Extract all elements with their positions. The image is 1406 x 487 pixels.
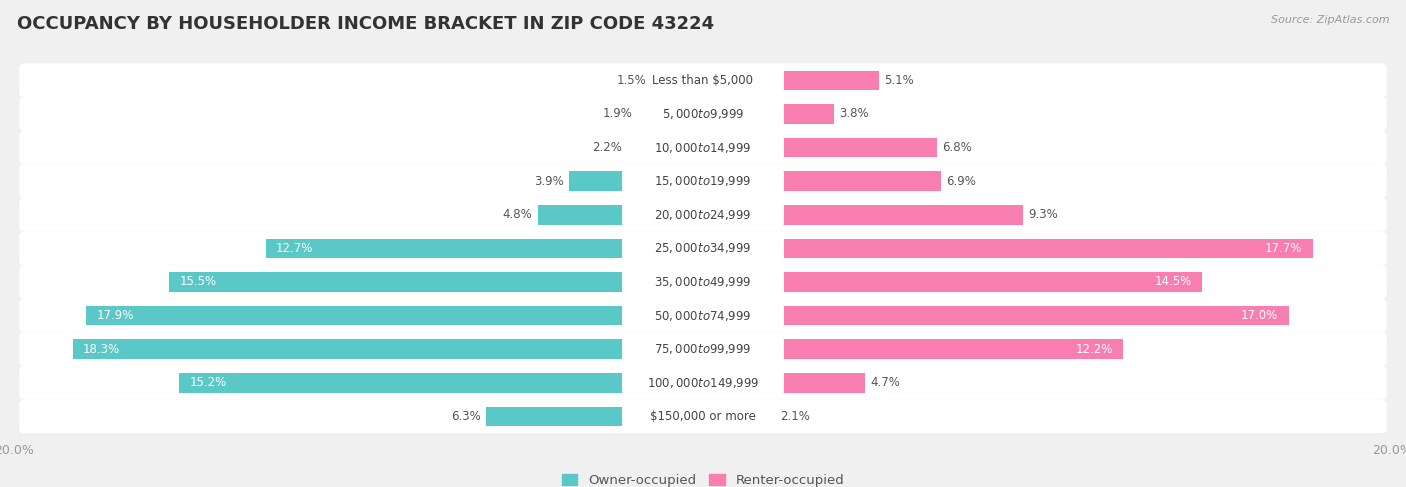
FancyBboxPatch shape	[20, 198, 1386, 231]
Text: 12.2%: 12.2%	[1076, 343, 1114, 356]
Text: $15,000 to $19,999: $15,000 to $19,999	[654, 174, 752, 188]
FancyBboxPatch shape	[621, 371, 785, 394]
Text: $10,000 to $14,999: $10,000 to $14,999	[654, 141, 752, 154]
Text: 3.9%: 3.9%	[534, 175, 564, 187]
FancyBboxPatch shape	[20, 63, 1386, 97]
Bar	[703, 239, 1313, 258]
Text: 15.5%: 15.5%	[180, 276, 217, 288]
Text: $25,000 to $34,999: $25,000 to $34,999	[654, 242, 752, 255]
FancyBboxPatch shape	[621, 237, 785, 260]
Bar	[86, 306, 703, 325]
Text: OCCUPANCY BY HOUSEHOLDER INCOME BRACKET IN ZIP CODE 43224: OCCUPANCY BY HOUSEHOLDER INCOME BRACKET …	[17, 15, 714, 33]
Bar	[703, 373, 865, 393]
Bar	[169, 272, 703, 292]
Bar	[703, 339, 1123, 359]
Bar	[180, 373, 703, 393]
Text: 4.7%: 4.7%	[870, 376, 900, 389]
Text: 2.1%: 2.1%	[780, 410, 810, 423]
FancyBboxPatch shape	[621, 304, 785, 327]
Bar	[703, 171, 941, 191]
Text: $20,000 to $24,999: $20,000 to $24,999	[654, 208, 752, 222]
Bar	[627, 138, 703, 157]
Text: 6.3%: 6.3%	[451, 410, 481, 423]
Text: 6.9%: 6.9%	[946, 175, 976, 187]
Text: 17.9%: 17.9%	[97, 309, 134, 322]
FancyBboxPatch shape	[621, 405, 785, 428]
Text: Source: ZipAtlas.com: Source: ZipAtlas.com	[1271, 15, 1389, 25]
FancyBboxPatch shape	[20, 231, 1386, 265]
Text: 17.7%: 17.7%	[1265, 242, 1302, 255]
Bar	[568, 171, 703, 191]
Bar	[703, 71, 879, 90]
Bar	[651, 71, 703, 90]
Bar	[703, 272, 1202, 292]
FancyBboxPatch shape	[20, 97, 1386, 131]
Bar	[703, 306, 1289, 325]
FancyBboxPatch shape	[20, 299, 1386, 333]
Text: 6.8%: 6.8%	[942, 141, 972, 154]
Bar	[637, 104, 703, 124]
FancyBboxPatch shape	[20, 131, 1386, 164]
Text: 9.3%: 9.3%	[1029, 208, 1059, 221]
FancyBboxPatch shape	[621, 102, 785, 126]
Text: 18.3%: 18.3%	[83, 343, 120, 356]
Bar	[703, 407, 775, 426]
FancyBboxPatch shape	[621, 270, 785, 294]
Text: $50,000 to $74,999: $50,000 to $74,999	[654, 309, 752, 322]
FancyBboxPatch shape	[20, 366, 1386, 400]
Text: 12.7%: 12.7%	[276, 242, 314, 255]
FancyBboxPatch shape	[621, 136, 785, 159]
Bar	[537, 205, 703, 225]
Text: 17.0%: 17.0%	[1241, 309, 1278, 322]
Text: $35,000 to $49,999: $35,000 to $49,999	[654, 275, 752, 289]
Text: 1.5%: 1.5%	[616, 74, 647, 87]
Text: 4.8%: 4.8%	[503, 208, 533, 221]
Text: 15.2%: 15.2%	[190, 376, 226, 389]
FancyBboxPatch shape	[621, 169, 785, 193]
FancyBboxPatch shape	[621, 69, 785, 92]
Text: 14.5%: 14.5%	[1154, 276, 1192, 288]
Text: $150,000 or more: $150,000 or more	[650, 410, 756, 423]
Bar	[703, 138, 938, 157]
FancyBboxPatch shape	[621, 337, 785, 361]
Bar	[486, 407, 703, 426]
Text: 3.8%: 3.8%	[839, 108, 869, 120]
Text: $100,000 to $149,999: $100,000 to $149,999	[647, 376, 759, 390]
Bar	[703, 104, 834, 124]
Text: $75,000 to $99,999: $75,000 to $99,999	[654, 342, 752, 356]
FancyBboxPatch shape	[20, 164, 1386, 198]
FancyBboxPatch shape	[621, 203, 785, 226]
Text: Less than $5,000: Less than $5,000	[652, 74, 754, 87]
FancyBboxPatch shape	[20, 333, 1386, 366]
FancyBboxPatch shape	[20, 400, 1386, 433]
Text: 5.1%: 5.1%	[884, 74, 914, 87]
Text: 2.2%: 2.2%	[592, 141, 621, 154]
Legend: Owner-occupied, Renter-occupied: Owner-occupied, Renter-occupied	[557, 469, 849, 487]
FancyBboxPatch shape	[20, 265, 1386, 299]
Text: 1.9%: 1.9%	[603, 108, 633, 120]
Bar	[703, 205, 1024, 225]
Bar	[73, 339, 703, 359]
Text: $5,000 to $9,999: $5,000 to $9,999	[662, 107, 744, 121]
Bar	[266, 239, 703, 258]
